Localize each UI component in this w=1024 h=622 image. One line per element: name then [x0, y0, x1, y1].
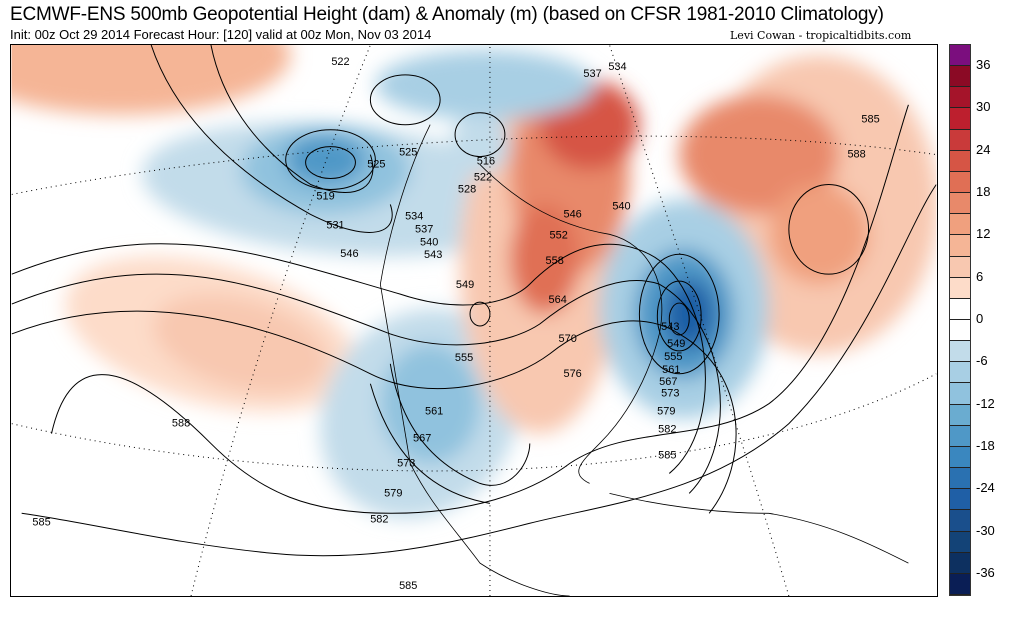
colorbar — [949, 44, 971, 596]
colorbar-tick-label: -30 — [976, 522, 995, 538]
contour-label: 516 — [477, 156, 495, 168]
colorbar-bin — [950, 468, 970, 490]
contour-label: 585 — [399, 580, 417, 592]
contour-label: 576 — [564, 368, 582, 380]
contour-label: 534 — [405, 210, 423, 222]
credit: Levi Cowan - tropicaltidbits.com — [730, 29, 912, 42]
colorbar-bin — [950, 446, 970, 469]
contour-label: 549 — [667, 338, 685, 350]
colorbar-tick-label: 30 — [976, 99, 991, 115]
contour-label: 564 — [549, 294, 567, 306]
contour-label: 540 — [420, 236, 438, 248]
contour-label: 555 — [664, 351, 682, 363]
contour-label: 528 — [458, 183, 476, 195]
colorbar-tick-label: 36 — [976, 57, 991, 73]
contour-label: 573 — [397, 457, 415, 469]
figure-title: ECMWF-ENS 500mb Geopotential Height (dam… — [10, 4, 884, 25]
colorbar-bin — [950, 510, 970, 532]
contour-label: 522 — [474, 172, 492, 184]
colorbar-tick-label: 24 — [976, 141, 991, 157]
colorbar-bin — [950, 552, 970, 574]
colorbar-bin — [950, 298, 970, 320]
contour-label: 558 — [546, 255, 564, 267]
coastlines — [379, 124, 909, 596]
anomaly-field — [11, 45, 937, 519]
contour-label: 537 — [583, 68, 601, 80]
contour-label: 573 — [661, 388, 679, 400]
colorbar-bin — [950, 573, 970, 595]
graticule — [11, 45, 937, 596]
contour-label: 552 — [550, 229, 568, 241]
contour-label: 561 — [662, 364, 680, 376]
colorbar-bin — [950, 277, 970, 299]
contour-label: 570 — [559, 333, 577, 345]
colorbar-bin — [950, 193, 970, 215]
colorbar-bin — [950, 425, 970, 447]
contour-label: 546 — [564, 208, 582, 220]
colorbar-bin — [950, 171, 970, 194]
colorbar-tick-label: 18 — [976, 184, 991, 200]
colorbar-bin — [950, 66, 970, 88]
contour-label: 522 — [331, 56, 349, 68]
colorbar-bin — [950, 129, 970, 151]
contour-label: 549 — [456, 279, 474, 291]
contour-label: 585 — [32, 516, 50, 528]
colorbar-tick-label: -24 — [976, 480, 995, 496]
contour-label: 588 — [847, 149, 865, 161]
contour-label: 567 — [413, 433, 431, 445]
contour-label: 579 — [384, 487, 402, 499]
height-contours — [11, 45, 937, 557]
contour-label: 561 — [425, 406, 443, 418]
contour-label: 525 — [399, 147, 417, 159]
colorbar-tick-label: 0 — [976, 311, 984, 326]
contour-label: 531 — [326, 219, 344, 231]
colorbar-bin — [950, 214, 970, 236]
colorbar-bin — [950, 235, 970, 257]
contour-label: 537 — [415, 223, 433, 235]
colorbar-bin — [950, 87, 970, 109]
contour-label: 588 — [172, 418, 190, 430]
colorbar-bin — [950, 108, 970, 130]
colorbar-bin — [950, 362, 970, 384]
contour-label: 585 — [658, 449, 676, 461]
contour-label: 546 — [340, 248, 358, 260]
contour-label: 543 — [661, 321, 679, 333]
figure-subtitle: Init: 00z Oct 29 2014 Forecast Hour: [12… — [10, 27, 432, 42]
contour-label: 540 — [612, 200, 630, 212]
contour-label: 582 — [658, 424, 676, 436]
contour-label: 534 — [608, 61, 626, 73]
colorbar-bin — [950, 383, 970, 405]
colorbar-bin — [950, 150, 970, 172]
contour-label: 555 — [455, 352, 473, 364]
contour-label: 543 — [424, 249, 442, 261]
colorbar-bin — [950, 404, 970, 426]
contour-label: 567 — [659, 376, 677, 388]
colorbar-bin — [950, 531, 970, 553]
contour-label: 582 — [370, 513, 388, 525]
colorbar-bin — [950, 489, 970, 511]
colorbar-bin — [950, 256, 970, 278]
colorbar-tick-label: -36 — [976, 564, 995, 580]
colorbar-bin — [950, 320, 970, 342]
contour-label: 519 — [316, 190, 334, 202]
contour-label: 585 — [861, 114, 879, 126]
colorbar-tick-label: -6 — [976, 353, 988, 369]
colorbar-tick-label: -18 — [976, 437, 995, 453]
colorbar-tick-label: 12 — [976, 226, 991, 242]
contour-label: 579 — [657, 406, 675, 418]
colorbar-bin — [950, 45, 970, 67]
colorbar-tick-label: 6 — [976, 268, 984, 284]
colorbar-tick-label: -12 — [976, 395, 995, 411]
contour-label: 525 — [367, 159, 385, 171]
colorbar-bin — [950, 341, 970, 363]
